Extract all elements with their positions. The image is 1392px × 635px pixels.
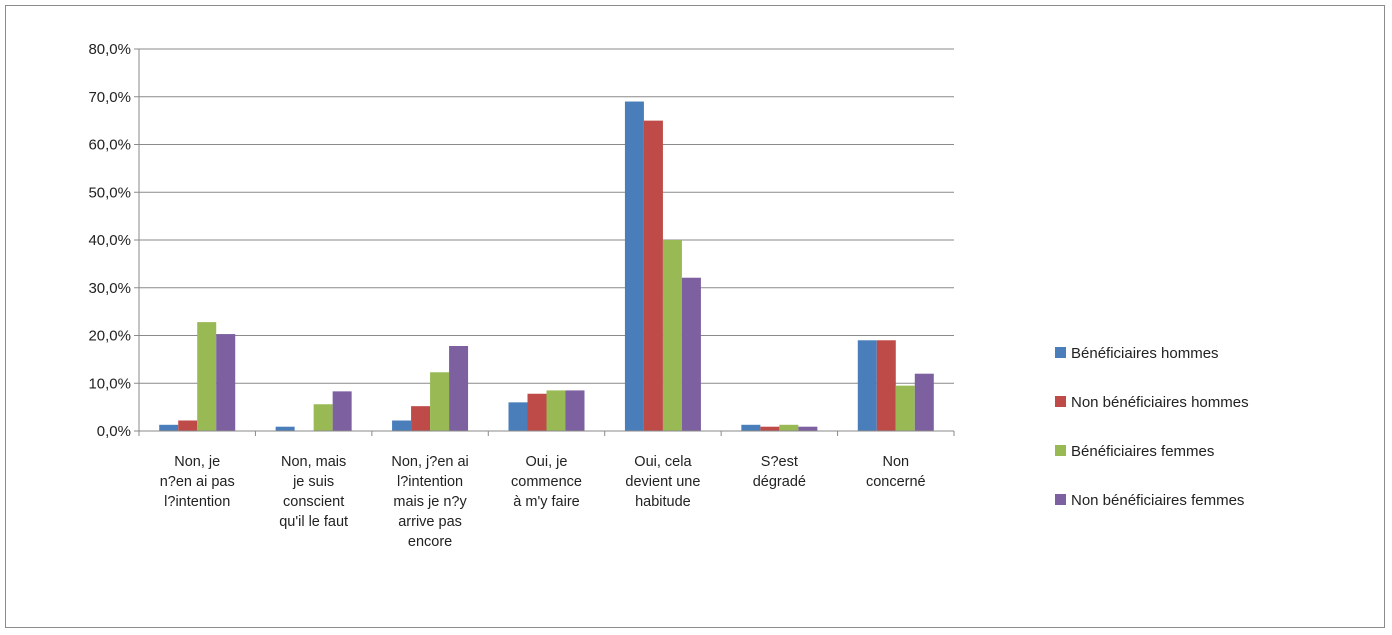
bar — [741, 424, 761, 431]
bar — [411, 406, 431, 431]
bar — [681, 277, 701, 431]
y-tick-label: 30,0% — [88, 280, 131, 297]
bar — [624, 101, 644, 432]
x-category-label: Non concerné — [866, 454, 926, 490]
bar — [159, 424, 179, 431]
x-category-label: S?est dégradé — [753, 454, 806, 490]
y-tick-label: 60,0% — [88, 137, 131, 154]
bar — [197, 322, 217, 431]
bar — [914, 373, 934, 431]
legend-label: Non bénéficiaires femmes — [1071, 492, 1244, 509]
bar — [895, 385, 915, 431]
legend-swatch — [1055, 494, 1066, 505]
legend-label: Bénéficiaires hommes — [1071, 345, 1219, 362]
y-tick-label: 20,0% — [88, 328, 131, 345]
x-category-label: Non, je n?en ai pas l?intention — [160, 454, 235, 510]
legend-swatch — [1055, 347, 1066, 358]
bar — [546, 390, 566, 431]
bar — [275, 426, 295, 431]
legend-swatch — [1055, 445, 1066, 456]
y-tick-label: 0,0% — [97, 423, 131, 440]
y-tick-label: 40,0% — [88, 232, 131, 249]
x-category-label: Non, j?en ai l?intention mais je n?y arrive… — [391, 454, 468, 550]
gridlines — [134, 48, 954, 432]
bar — [643, 120, 663, 431]
axes — [138, 49, 955, 436]
bar — [857, 340, 877, 431]
bar — [216, 334, 236, 431]
y-tick-label: 70,0% — [88, 89, 131, 106]
x-category-label: Non, mais je suis conscient qu'il le faut — [279, 454, 348, 530]
bar — [527, 393, 547, 431]
y-tick-label: 80,0% — [88, 41, 131, 58]
legend-label: Non bénéficiaires hommes — [1071, 394, 1249, 411]
legend-swatch — [1055, 396, 1066, 407]
bar — [662, 240, 682, 431]
bar — [392, 420, 412, 431]
bar — [760, 426, 780, 431]
bar — [178, 420, 198, 431]
x-category-label: Oui, je commence à m'y faire — [511, 454, 582, 510]
bar — [332, 391, 352, 431]
y-tick-labels: 0,0% 10,0% 20,0% 30,0% 40,0% 50,0% 60,0% 70,0% 8… — [88, 41, 131, 440]
x-category-labels: Non, je n?en ai pas l?intention Non, mais je… — [160, 454, 926, 550]
bar — [313, 404, 333, 431]
bar — [449, 346, 469, 431]
y-tick-label: 50,0% — [88, 184, 131, 201]
bars — [159, 101, 934, 432]
bar — [508, 402, 528, 431]
legend: Bénéficiaires hommes Non bénéficiaires ho… — [1055, 345, 1249, 509]
bar — [798, 426, 818, 431]
legend-label: Bénéficiaires femmes — [1071, 443, 1214, 460]
bar — [430, 372, 450, 431]
x-category-label: Oui, cela devient une habitude — [625, 454, 700, 510]
y-tick-label: 10,0% — [88, 375, 131, 392]
bar — [565, 390, 585, 431]
bar — [779, 424, 799, 431]
bar — [876, 340, 896, 431]
